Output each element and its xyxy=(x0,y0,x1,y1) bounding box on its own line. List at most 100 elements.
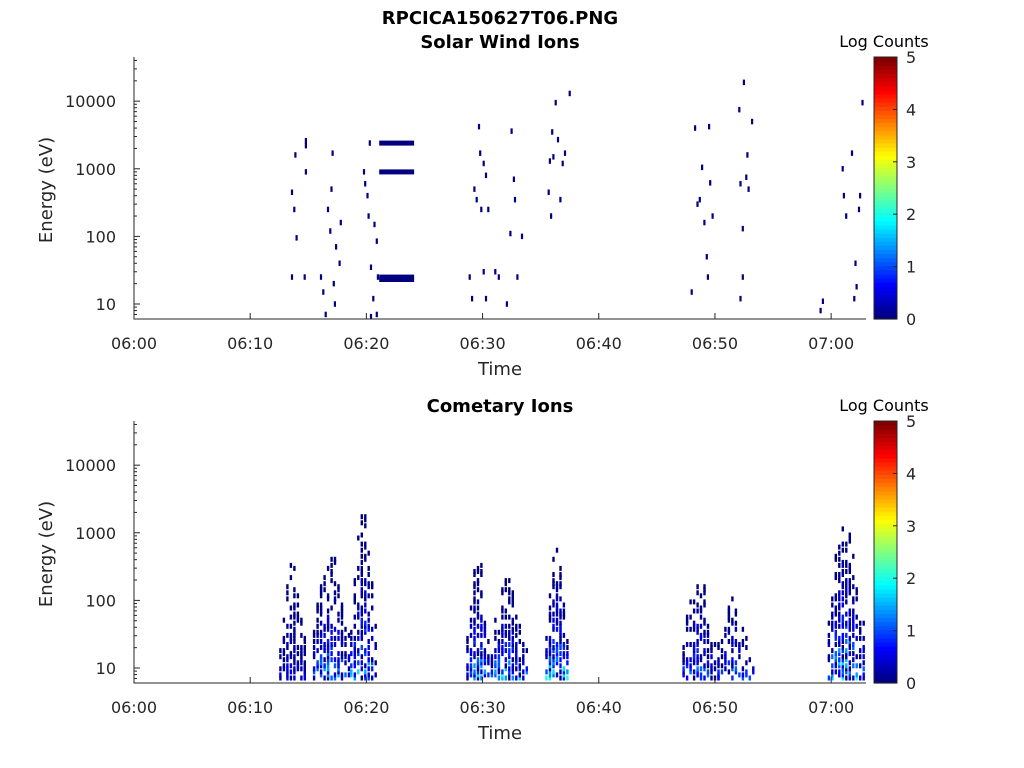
colorbar-swatch xyxy=(874,474,897,479)
x-tick-label: 06:20 xyxy=(343,698,389,717)
data-cell xyxy=(845,587,848,593)
data-cell xyxy=(360,611,363,617)
colorbar-swatch xyxy=(874,114,897,119)
cometary-xlabel: Time xyxy=(477,723,522,744)
data-cell xyxy=(337,584,340,590)
data-cell xyxy=(552,672,555,678)
colorbar-swatch xyxy=(874,543,897,549)
data-cell xyxy=(497,274,500,280)
data-cell xyxy=(562,642,566,647)
data-cell xyxy=(841,663,844,669)
data-cell xyxy=(360,569,363,574)
data-cell xyxy=(494,672,497,678)
data-cell xyxy=(508,614,511,620)
colorbar-swatch xyxy=(874,449,897,455)
colorbar-swatch xyxy=(874,106,897,111)
data-cell xyxy=(518,629,521,635)
data-cell xyxy=(699,605,703,611)
data-cell xyxy=(473,572,476,577)
data-cell xyxy=(831,626,834,632)
data-cell xyxy=(696,639,699,644)
data-cell xyxy=(333,581,337,587)
data-cell xyxy=(484,172,488,179)
data-cell xyxy=(562,669,566,675)
data-cell xyxy=(685,642,689,647)
data-cell xyxy=(286,663,289,669)
data-cell xyxy=(473,639,476,644)
data-cell xyxy=(554,99,557,106)
data-cell xyxy=(473,596,476,602)
data-cell xyxy=(515,657,518,663)
data-cell xyxy=(724,654,727,660)
data-cell xyxy=(337,593,340,599)
data-cell xyxy=(473,569,476,574)
data-cell xyxy=(559,639,562,644)
data-cell xyxy=(330,629,333,635)
data-cell xyxy=(682,669,685,675)
data-cell xyxy=(841,635,844,641)
data-cell xyxy=(841,675,844,681)
data-cell xyxy=(473,629,476,635)
data-cell xyxy=(371,657,374,663)
data-cell xyxy=(360,620,363,626)
colorbar-swatch xyxy=(874,151,897,156)
data-cell xyxy=(473,605,476,611)
data-cell xyxy=(360,514,363,520)
data-cell xyxy=(360,675,363,681)
colorbar-swatch xyxy=(874,646,897,651)
data-cell xyxy=(476,611,480,617)
data-cell xyxy=(289,669,293,675)
data-cell xyxy=(296,660,300,666)
x-tick-label: 06:10 xyxy=(227,334,273,353)
data-cell xyxy=(337,635,340,641)
data-cell xyxy=(360,587,363,593)
data-cell xyxy=(745,174,748,180)
data-cell xyxy=(289,639,293,644)
data-cell xyxy=(706,669,710,675)
data-cell xyxy=(845,657,848,663)
data-cell xyxy=(682,657,685,663)
data-cell xyxy=(353,645,356,650)
colorbar-swatch xyxy=(874,523,897,529)
data-cell xyxy=(326,660,330,666)
data-cell xyxy=(552,599,555,605)
data-cell xyxy=(855,284,858,290)
data-cell xyxy=(841,639,844,644)
data-cell xyxy=(319,590,323,596)
data-cell xyxy=(559,629,562,635)
data-cell xyxy=(319,660,323,666)
data-cell xyxy=(350,629,353,635)
data-cell xyxy=(294,152,297,158)
data-cell xyxy=(515,623,518,629)
data-cell xyxy=(371,675,374,681)
data-cell xyxy=(703,599,706,605)
data-cell xyxy=(367,657,370,663)
data-cell xyxy=(508,642,511,647)
data-cell xyxy=(300,648,303,654)
data-cell xyxy=(357,602,360,608)
y-tick-label: 100 xyxy=(85,591,116,610)
data-cell xyxy=(353,654,356,660)
data-cell xyxy=(312,651,316,657)
data-cell xyxy=(353,648,356,654)
colorbar-swatch xyxy=(874,584,897,590)
data-cell xyxy=(555,593,559,599)
colorbar-tick-label: 5 xyxy=(906,48,916,67)
data-cell xyxy=(559,614,562,620)
data-cell xyxy=(834,605,837,611)
data-cell xyxy=(293,565,296,571)
data-cell xyxy=(731,635,734,641)
data-cell xyxy=(705,254,708,260)
data-cell xyxy=(282,617,286,623)
data-cell xyxy=(340,602,344,608)
data-cell xyxy=(293,657,296,663)
data-cell xyxy=(845,569,848,574)
colorbar-swatch xyxy=(874,302,897,308)
colorbar-tick-label: 1 xyxy=(906,258,916,277)
data-cell xyxy=(303,669,306,675)
data-cell xyxy=(473,635,476,641)
data-cell xyxy=(859,626,862,632)
data-cell xyxy=(300,675,303,681)
colorbar-swatch xyxy=(874,470,897,475)
data-cell xyxy=(845,648,848,654)
